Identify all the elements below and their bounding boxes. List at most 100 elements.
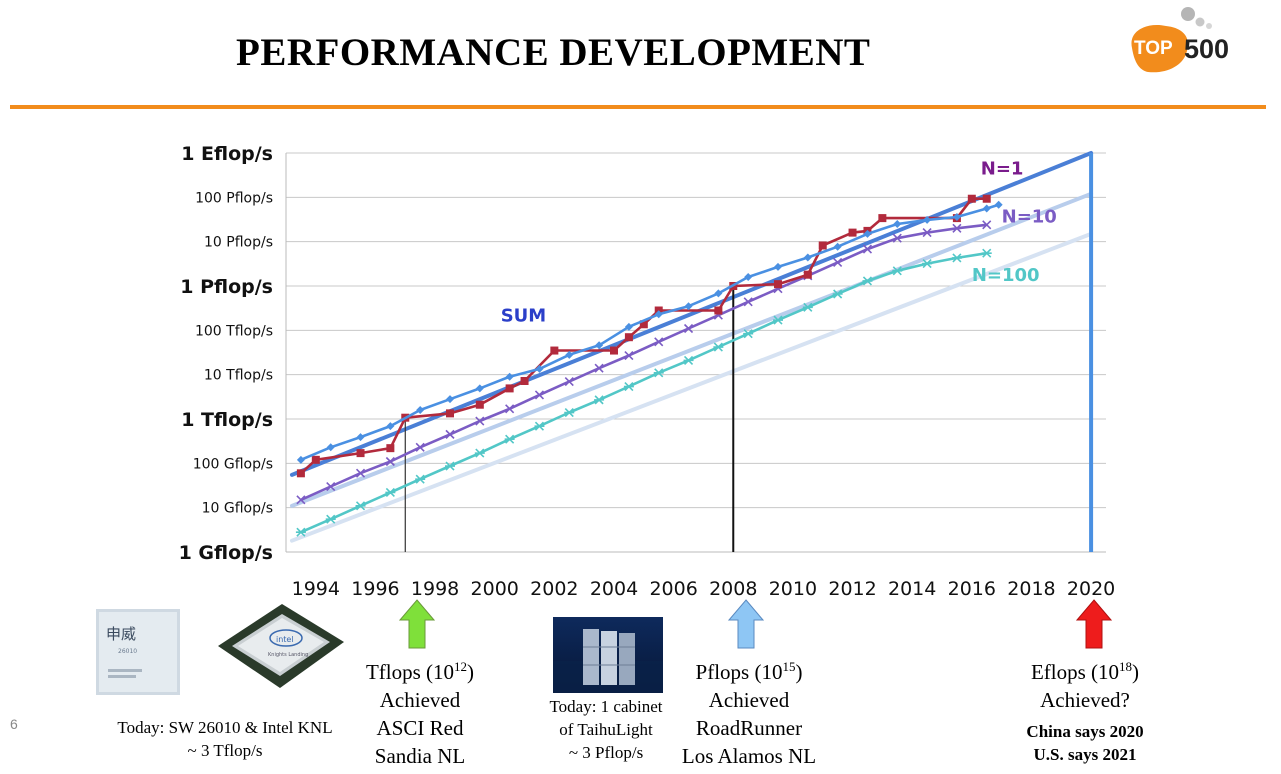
data-point	[982, 220, 992, 230]
data-point	[923, 215, 932, 224]
top500-logo: TOP 500	[1131, 7, 1229, 73]
data-point	[355, 501, 366, 511]
data-point	[386, 422, 395, 431]
caption-pflops-line4: Los Alamos NL	[681, 744, 817, 768]
series-label-n100: N=100	[972, 265, 1040, 286]
caption-today-cabinet-line2: of TaihuLight	[559, 720, 653, 739]
caption-today-cabinet: Today: 1 cabinet of TaihuLight ~ 3 Pflop…	[530, 695, 682, 764]
caption-today-cabinet-line1: Today: 1 cabinet	[549, 697, 663, 716]
data-point	[683, 355, 694, 365]
data-point	[862, 276, 873, 286]
data-point	[296, 495, 306, 505]
data-point	[803, 253, 812, 262]
data-point	[534, 421, 545, 431]
data-point	[415, 474, 426, 484]
data-point	[744, 272, 753, 281]
caption-eflops-line4: U.S. says 2021	[1033, 745, 1137, 764]
x-tick-label: 2000	[471, 578, 519, 600]
data-point	[594, 363, 604, 373]
y-tick-label: 1 Gflop/s	[179, 542, 273, 564]
caption-eflops-line2: Achieved?	[1040, 688, 1130, 712]
x-tick-label: 2010	[769, 578, 817, 600]
data-point	[505, 384, 514, 393]
data-point	[684, 302, 693, 311]
data-point	[535, 364, 544, 373]
series-line-n100	[300, 251, 987, 534]
data-point	[475, 416, 485, 426]
header-rule	[10, 105, 1266, 109]
data-point	[967, 194, 976, 203]
data-point	[624, 333, 633, 342]
x-tick-label: 2012	[828, 578, 876, 600]
caption-tflops-line2: Achieved	[379, 688, 461, 712]
x-tick-label: 2014	[888, 578, 936, 600]
data-point	[385, 487, 396, 498]
data-point	[893, 220, 902, 229]
data-point	[653, 368, 664, 378]
data-point	[385, 456, 395, 467]
data-point	[994, 200, 1003, 209]
data-point	[564, 407, 575, 418]
y-tick-label: 10 Tflop/s	[204, 368, 273, 384]
caption-pflops-line1: Pflops (1015)	[695, 659, 803, 684]
pflops-arrow-icon	[728, 599, 764, 649]
data-point	[922, 259, 933, 269]
y-tick-label: 1 Tflop/s	[181, 409, 273, 431]
caption-tflops-line1: Tflops (1012)	[365, 659, 475, 684]
caption-today-chips: Today: SW 26010 & Intel KNL ~ 3 Tflop/s	[90, 716, 360, 762]
y-tick-label: 100 Tflop/s	[195, 323, 273, 339]
y-tick-label: 10 Pflop/s	[204, 235, 273, 251]
caption-pflops-line2: Achieved	[708, 688, 790, 712]
data-point	[848, 228, 857, 237]
data-point	[833, 242, 842, 251]
data-point	[295, 527, 306, 537]
series-line-n10	[300, 223, 987, 502]
data-point	[892, 233, 902, 243]
series-label-n1: N=1	[981, 158, 1024, 179]
data-point	[624, 322, 633, 331]
data-point	[952, 213, 961, 222]
trend-line	[289, 191, 1094, 508]
data-point	[863, 229, 872, 238]
data-point	[356, 433, 365, 442]
data-point	[445, 429, 455, 439]
x-tick-label: 1998	[411, 578, 459, 600]
data-point	[922, 228, 932, 238]
data-point	[296, 469, 305, 478]
data-point	[981, 248, 992, 258]
data-point	[475, 400, 484, 409]
data-point	[683, 323, 694, 334]
series-label-sum: SUM	[501, 305, 547, 326]
data-point	[550, 346, 559, 355]
data-point	[862, 244, 873, 254]
data-point	[595, 341, 604, 350]
data-point	[564, 376, 574, 387]
caption-today-chips-line1: Today: SW 26010 & Intel KNL	[117, 718, 333, 737]
data-point	[951, 253, 962, 263]
tflops-arrow-icon	[399, 599, 435, 649]
caption-pflops: Pflops (1015) Achieved RoadRunner Los Al…	[660, 653, 838, 770]
y-tick-label: 10 Gflop/s	[202, 501, 273, 517]
trend-line	[289, 151, 1094, 477]
data-point	[714, 289, 723, 298]
x-tick-label: 1996	[351, 578, 399, 600]
data-point	[520, 376, 529, 385]
x-tick-label: 2008	[709, 578, 757, 600]
caption-tflops-line4: Sandia NL	[374, 744, 466, 768]
data-point	[416, 405, 425, 414]
x-tick-label: 2006	[649, 578, 697, 600]
data-point	[774, 262, 782, 271]
data-point	[654, 337, 664, 347]
data-point	[505, 404, 515, 414]
x-tick-label: 2018	[1007, 578, 1055, 600]
data-point	[534, 390, 545, 400]
y-tick-label: 1 Eflop/s	[181, 143, 273, 165]
data-point	[878, 214, 887, 223]
data-point	[355, 468, 366, 478]
caption-today-chips-line2: ~ 3 Tflop/s	[187, 741, 263, 760]
data-point	[474, 448, 485, 458]
y-tick-label: 100 Gflop/s	[193, 456, 273, 472]
eflops-arrow-icon	[1076, 599, 1112, 649]
x-tick-label: 1994	[292, 578, 340, 600]
data-point	[624, 350, 634, 361]
